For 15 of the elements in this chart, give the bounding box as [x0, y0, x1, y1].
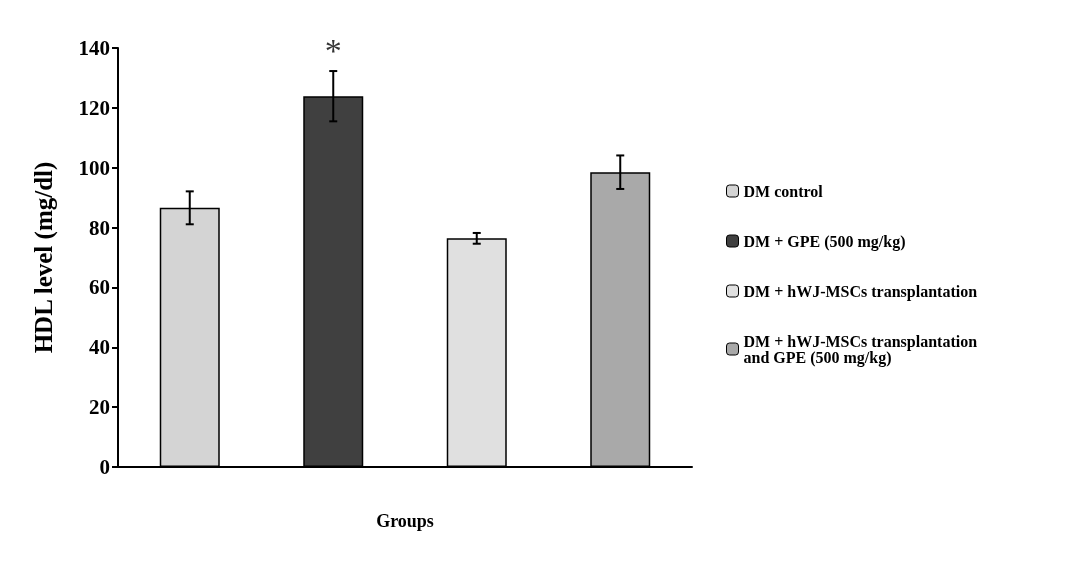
y-tick-label: 60	[89, 275, 110, 300]
y-tick-label: 40	[89, 335, 110, 360]
legend-label: DM control	[743, 182, 824, 200]
y-tick-label: 120	[78, 95, 110, 120]
annotation: *	[324, 31, 342, 69]
y-tick-label: 140	[78, 36, 110, 60]
y-tick-label: 80	[89, 215, 110, 240]
legend-label: DM + hWJ-MSCs transplantation and GPE (500 mg/kg)	[743, 332, 982, 367]
legend-label: DM + GPE (500 mg/kg)	[743, 232, 906, 251]
y-tick-label: 100	[78, 155, 110, 180]
x-axis-title: Groups	[376, 511, 434, 531]
y-axis-title: HDL level (mg/dl)	[30, 161, 58, 354]
legend-label: DM + hWJ-MSCs transplantation	[743, 282, 978, 301]
y-tick-label: 0	[99, 455, 110, 479]
y-tick-label: 20	[89, 395, 110, 420]
